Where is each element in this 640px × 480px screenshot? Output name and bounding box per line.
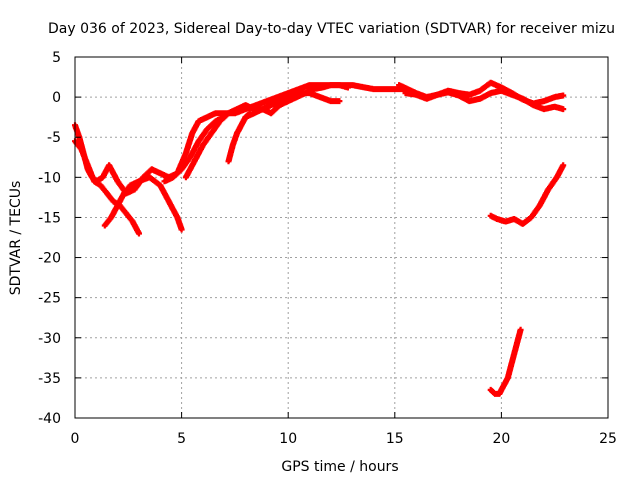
data-point-markers bbox=[487, 162, 567, 227]
data-point-markers bbox=[396, 79, 567, 107]
grid bbox=[75, 57, 608, 418]
series-arc-11 bbox=[487, 326, 524, 397]
data-point-markers bbox=[487, 326, 524, 397]
y-tick-label: -35 bbox=[38, 371, 61, 387]
data-point-markers bbox=[72, 82, 409, 197]
x-axis-label: GPS time / hours bbox=[281, 459, 398, 475]
y-tick-label: -15 bbox=[38, 210, 61, 226]
series-arc-9 bbox=[402, 87, 567, 113]
y-axis-label: SDTVAR / TECUs bbox=[8, 181, 24, 296]
y-tick-label: -5 bbox=[47, 130, 61, 146]
x-tick-label: 20 bbox=[492, 431, 510, 447]
y-tick-label: -20 bbox=[38, 251, 61, 267]
x-tick-label: 0 bbox=[71, 431, 80, 447]
y-tick-label: -40 bbox=[38, 411, 61, 427]
data-point-markers bbox=[242, 82, 351, 121]
y-tick-label: -30 bbox=[38, 331, 61, 347]
x-tick-label: 10 bbox=[279, 431, 297, 447]
y-tick-label: -25 bbox=[38, 291, 61, 307]
y-tick-label: -10 bbox=[38, 170, 61, 186]
series-arc-4 bbox=[161, 114, 228, 185]
plot-area bbox=[72, 79, 567, 397]
series-arc-7 bbox=[242, 82, 351, 121]
series-arc-3 bbox=[101, 174, 185, 233]
y-tick-label: 0 bbox=[52, 90, 61, 106]
chart-title: Day 036 of 2023, Sidereal Day-to-day VTE… bbox=[48, 21, 615, 37]
x-tick-label: 5 bbox=[177, 431, 186, 447]
series-arc-8 bbox=[396, 79, 567, 107]
y-tick-label: 5 bbox=[52, 50, 61, 66]
series-arc-1 bbox=[72, 82, 409, 197]
x-tick-label: 15 bbox=[386, 431, 404, 447]
data-point-markers bbox=[161, 114, 228, 185]
data-point-markers bbox=[101, 174, 185, 233]
plot-frame bbox=[74, 56, 609, 419]
axis-ticks: 0 5 10 15 20 25 5 0 -5 -10 -15 -20 -25 -30 -35 -40 bbox=[38, 50, 617, 447]
x-tick-label: 25 bbox=[599, 431, 617, 447]
data-point-markers bbox=[402, 87, 567, 113]
series-arc-10 bbox=[487, 162, 567, 227]
